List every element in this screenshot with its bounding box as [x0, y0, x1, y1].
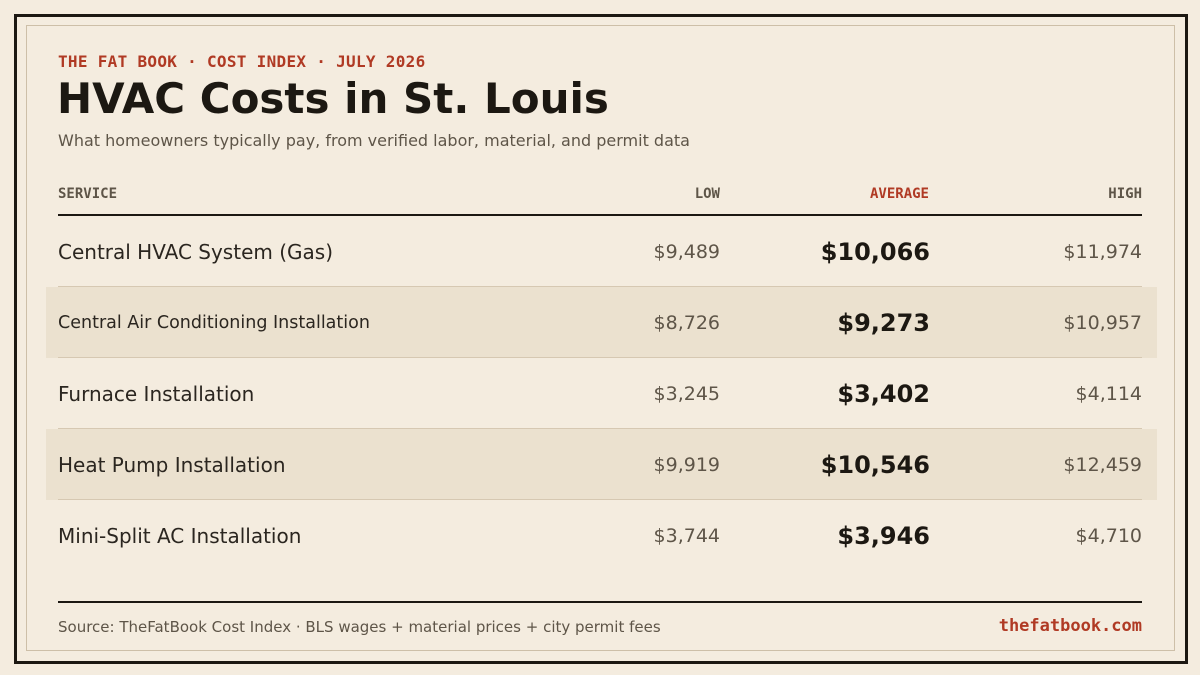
- row-divider: [58, 499, 1142, 500]
- table-row: Furnace Installation $3,245 $3,402 $4,11…: [46, 358, 1157, 429]
- low-cost: $8,726: [653, 311, 720, 334]
- header-service: SERVICE: [58, 186, 118, 202]
- table-row: Central HVAC System (Gas) $9,489 $10,066…: [46, 216, 1157, 287]
- low-cost: $3,245: [653, 382, 720, 405]
- cost-table: Central HVAC System (Gas) $9,489 $10,066…: [46, 216, 1157, 571]
- high-cost: $10,957: [1063, 311, 1142, 334]
- row-divider: [58, 428, 1142, 429]
- high-cost: $4,710: [1075, 524, 1142, 547]
- service-name: Central HVAC System (Gas): [58, 239, 333, 264]
- average-cost: $9,273: [837, 308, 930, 337]
- low-cost: $9,489: [653, 240, 720, 263]
- source-note: Source: TheFatBook Cost Index · BLS wage…: [58, 618, 661, 636]
- high-cost: $12,459: [1063, 453, 1142, 476]
- outer-frame: [14, 14, 1188, 664]
- header-divider: [58, 214, 1142, 216]
- average-cost: $3,946: [837, 521, 930, 550]
- header-low: LOW: [694, 186, 720, 202]
- site-link[interactable]: thefatbook.com: [998, 616, 1142, 636]
- service-name: Furnace Installation: [58, 381, 255, 406]
- table-row: Heat Pump Installation $9,919 $10,546 $1…: [46, 429, 1157, 500]
- high-cost: $11,974: [1063, 240, 1142, 263]
- header-high: HIGH: [1108, 186, 1142, 202]
- service-name: Mini-Split AC Installation: [58, 523, 302, 548]
- average-cost: $10,066: [820, 237, 930, 266]
- header-average: AVERAGE: [869, 186, 929, 202]
- page-subtitle: What homeowners typically pay, from veri…: [58, 131, 690, 150]
- page-title: HVAC Costs in St. Louis: [57, 74, 609, 123]
- high-cost: $4,114: [1075, 382, 1142, 405]
- row-divider: [58, 286, 1142, 287]
- average-cost: $3,402: [837, 379, 930, 408]
- table-header: SERVICE LOW AVERAGE HIGH: [58, 186, 1142, 206]
- service-name: Heat Pump Installation: [58, 452, 286, 477]
- row-divider: [58, 357, 1142, 358]
- table-row: Mini-Split AC Installation $3,744 $3,946…: [46, 500, 1157, 571]
- service-name: Central Air Conditioning Installation: [58, 312, 370, 333]
- table-row: Central Air Conditioning Installation $8…: [46, 287, 1157, 358]
- average-cost: $10,546: [820, 450, 930, 479]
- low-cost: $9,919: [653, 453, 720, 476]
- low-cost: $3,744: [653, 524, 720, 547]
- inner-frame: [26, 25, 1175, 651]
- footer-divider: [58, 601, 1142, 603]
- kicker: THE FAT BOOK · COST INDEX · JULY 2026: [58, 52, 426, 71]
